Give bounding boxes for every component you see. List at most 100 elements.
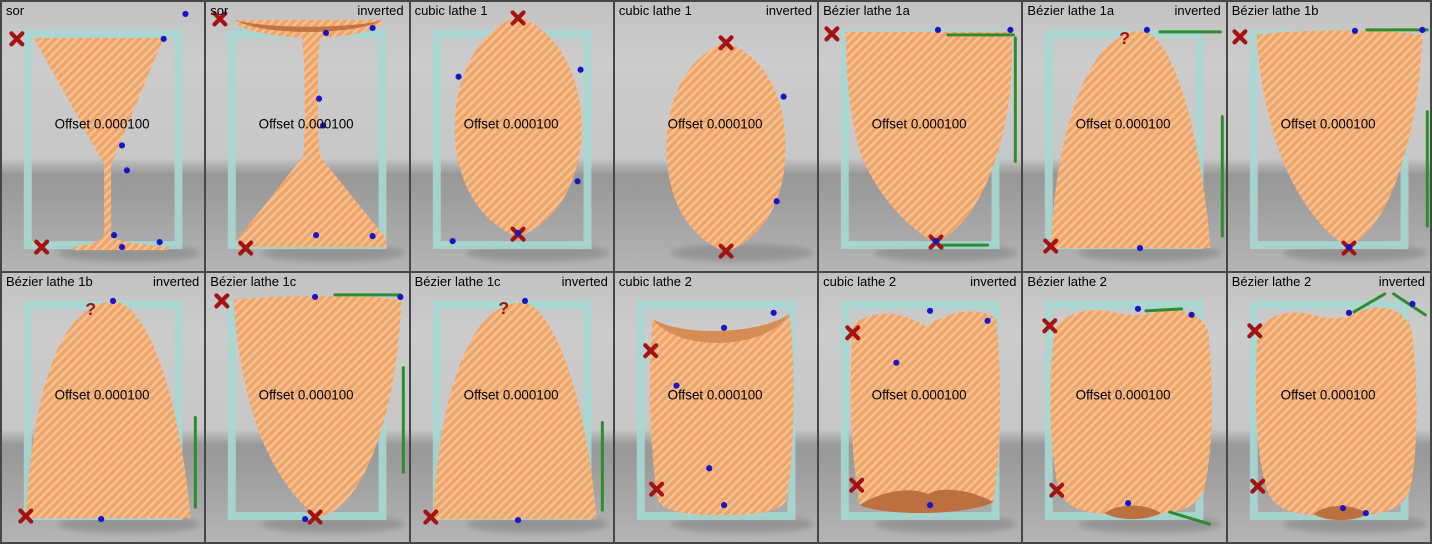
control-point-dot <box>397 293 404 300</box>
lathe-shape <box>666 41 786 253</box>
lathe-shape <box>236 19 387 248</box>
control-point-dot <box>123 167 131 174</box>
render-panel-12: Offset 0.000100 cubic lathe 2 inverted <box>819 273 1022 542</box>
offset-label: Offset 0.000100 <box>55 117 150 132</box>
panel-title: Bézier lathe 2 <box>1027 274 1107 289</box>
error-cross-marker <box>1043 238 1059 254</box>
lathe-shape <box>234 296 402 518</box>
offset-label: Offset 0.000100 <box>1076 117 1171 132</box>
warning-question-mark: ? <box>498 298 509 318</box>
control-point-dot <box>933 238 940 245</box>
error-cross-marker <box>1042 318 1058 334</box>
error-cross-marker <box>307 509 323 525</box>
shape-shading <box>236 19 383 32</box>
shape-shading <box>859 489 994 514</box>
panel-title: Bézier lathe 1b <box>6 274 93 289</box>
error-cross-marker <box>214 293 230 309</box>
offset-label: Offset 0.000100 <box>55 388 150 403</box>
inverted-label: inverted <box>153 274 200 289</box>
control-point-dot <box>118 244 126 251</box>
render-panel-2: Offset 0.000100 sor inverted <box>206 2 409 271</box>
control-point-dot <box>1351 27 1358 34</box>
panel-title: sor <box>210 3 229 18</box>
guide-line <box>1144 307 1184 313</box>
render-panel-3: Offset 0.000100 cubic lathe 1 <box>410 2 613 271</box>
offset-label: Offset 0.000100 <box>463 388 558 403</box>
control-point-dot <box>705 465 713 472</box>
inverted-label: inverted <box>357 3 404 18</box>
render-scene: Offset 0.000100 <box>9 10 201 263</box>
shape-shading <box>652 313 790 343</box>
control-point-dot <box>1345 244 1352 251</box>
error-cross-marker <box>238 240 254 256</box>
control-point-dot <box>927 502 934 509</box>
control-point-dot <box>109 297 117 304</box>
panel-title: Bézier lathe 1b <box>1231 3 1319 18</box>
inverted-label: inverted <box>970 274 1017 289</box>
error-cross-marker <box>34 239 50 255</box>
error-cross-marker <box>422 509 438 525</box>
render-scene: Offset 0.000100 <box>666 35 814 263</box>
render-panel-10: ? Offset 0.000100 Bézier lathe 1c inverted <box>410 273 613 542</box>
render-scene: Offset 0.000100 <box>840 300 1018 534</box>
control-point-dot <box>449 238 456 245</box>
lathe-shape <box>649 313 794 516</box>
error-cross-marker <box>648 481 665 497</box>
error-cross-marker <box>718 243 734 259</box>
control-point-dot <box>514 516 521 524</box>
control-point-dot <box>1144 26 1151 33</box>
offset-label: Offset 0.000100 <box>872 117 967 132</box>
render-scene: Offset 0.000100 <box>212 11 405 263</box>
shape-shading <box>1104 505 1162 520</box>
control-point-dot <box>1188 311 1196 318</box>
warning-question-mark: ? <box>85 299 96 319</box>
control-point-dot <box>720 502 727 509</box>
error-cross-marker <box>824 26 840 42</box>
render-panel-7: Offset 0.000100 Bézier lathe 1b <box>1227 2 1430 271</box>
control-point-dot <box>521 297 528 304</box>
control-point-dot <box>1125 500 1132 507</box>
control-point-dot <box>98 515 105 523</box>
lathe-shape <box>850 311 1001 506</box>
error-cross-marker <box>845 325 861 341</box>
control-point-dot <box>118 142 126 149</box>
inverted-label: inverted <box>561 274 608 289</box>
control-point-dot <box>160 35 167 42</box>
warning-question-mark: ? <box>1120 28 1131 48</box>
render-panel-13: Offset 0.000100 Bézier lathe 2 <box>1023 273 1226 542</box>
render-scene: ? Offset 0.000100 <box>1043 26 1225 263</box>
render-panel-9: Offset 0.000100 Bézier lathe 1c <box>206 273 409 542</box>
control-point-dot <box>1418 26 1426 33</box>
control-point-dot <box>935 26 942 33</box>
offset-label: Offset 0.000100 <box>1280 117 1375 132</box>
control-point-dot <box>369 233 376 240</box>
control-point-dot <box>313 232 320 239</box>
offset-label: Offset 0.000100 <box>668 117 763 132</box>
panel-title: cubic lathe 2 <box>618 274 692 289</box>
control-point-dot <box>323 29 330 36</box>
control-point-dot <box>1135 305 1142 312</box>
panel-title: Bézier lathe 1c <box>414 274 501 289</box>
control-point-dot <box>577 66 584 73</box>
inverted-label: inverted <box>1174 3 1221 18</box>
lathe-shape <box>432 302 596 520</box>
panel-title: Bézier lathe 1a <box>1027 3 1115 18</box>
lathe-shape <box>1255 307 1417 517</box>
control-point-dot <box>1345 309 1352 316</box>
error-cross-marker <box>9 31 25 47</box>
shape-shading <box>1312 505 1368 521</box>
control-point-dot <box>369 24 376 31</box>
lathe-shape <box>33 37 169 251</box>
offset-label: Offset 0.000100 <box>1076 388 1171 403</box>
guide-line <box>1352 292 1386 314</box>
control-point-dot <box>720 324 727 331</box>
control-point-dot <box>780 93 787 100</box>
panel-title: cubic lathe 1 <box>414 3 488 18</box>
render-panel-11: Offset 0.000100 cubic lathe 2 <box>614 273 818 542</box>
error-cross-marker <box>1249 478 1265 494</box>
floor-shadow <box>670 244 814 263</box>
render-panel-4: Offset 0.000100 cubic lathe 1 inverted <box>614 2 818 271</box>
render-scene: Offset 0.000100 <box>214 293 406 534</box>
error-cross-marker <box>1232 29 1248 45</box>
render-panel-8: ? Offset 0.000100 Bézier lathe 1b inverted <box>2 273 205 542</box>
